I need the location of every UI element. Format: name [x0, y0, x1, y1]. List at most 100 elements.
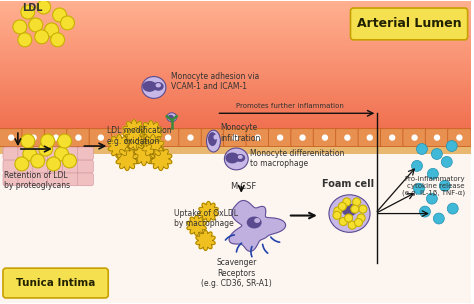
- FancyBboxPatch shape: [33, 173, 49, 186]
- Circle shape: [51, 33, 64, 47]
- Bar: [0, 108, 471, 109]
- Ellipse shape: [235, 154, 245, 162]
- Circle shape: [348, 221, 356, 229]
- Ellipse shape: [208, 132, 217, 146]
- Circle shape: [37, 0, 51, 14]
- Bar: [0, 27, 471, 28]
- Circle shape: [35, 30, 49, 44]
- FancyBboxPatch shape: [313, 129, 337, 147]
- Bar: [0, 26, 471, 27]
- Bar: [0, 18, 471, 19]
- Polygon shape: [187, 216, 206, 236]
- FancyBboxPatch shape: [224, 129, 247, 147]
- FancyBboxPatch shape: [22, 129, 46, 147]
- Bar: [0, 88, 471, 89]
- Polygon shape: [229, 201, 285, 251]
- Circle shape: [353, 198, 361, 206]
- Bar: [0, 19, 471, 20]
- Bar: [0, 10, 471, 11]
- FancyBboxPatch shape: [291, 129, 314, 147]
- Text: LDL: LDL: [22, 3, 42, 13]
- Bar: [0, 58, 471, 59]
- Circle shape: [165, 135, 171, 140]
- FancyBboxPatch shape: [403, 129, 426, 147]
- Bar: [0, 39, 471, 40]
- Ellipse shape: [142, 77, 166, 98]
- Text: Pro-inflammatory
cytokine release
(e.g. IL-1β, TNF-α): Pro-inflammatory cytokine release (e.g. …: [401, 175, 465, 196]
- Bar: [0, 128, 471, 129]
- Bar: [0, 53, 471, 54]
- Circle shape: [143, 135, 148, 140]
- Bar: [0, 126, 471, 127]
- Bar: [0, 67, 471, 69]
- Circle shape: [339, 218, 347, 226]
- Bar: [0, 102, 471, 103]
- FancyBboxPatch shape: [18, 147, 34, 160]
- Circle shape: [447, 203, 458, 214]
- Circle shape: [411, 161, 422, 171]
- Circle shape: [367, 135, 372, 140]
- FancyBboxPatch shape: [48, 173, 64, 186]
- Bar: [0, 91, 471, 92]
- Bar: [0, 32, 471, 33]
- Circle shape: [333, 211, 341, 219]
- Bar: [0, 154, 471, 303]
- Circle shape: [255, 135, 260, 140]
- Circle shape: [233, 135, 238, 140]
- Bar: [0, 99, 471, 100]
- Bar: [0, 40, 471, 41]
- Circle shape: [359, 205, 367, 213]
- Circle shape: [427, 193, 438, 204]
- Circle shape: [413, 183, 424, 194]
- Ellipse shape: [168, 115, 174, 120]
- FancyBboxPatch shape: [425, 129, 449, 147]
- Bar: [0, 97, 471, 98]
- Bar: [0, 127, 471, 128]
- Circle shape: [435, 135, 439, 140]
- Bar: [0, 62, 471, 63]
- Circle shape: [57, 134, 72, 148]
- Text: Monocyte differenitation
to macrophage: Monocyte differenitation to macrophage: [250, 149, 345, 168]
- Circle shape: [343, 198, 351, 206]
- Bar: [0, 21, 471, 22]
- Text: Scavenger
Receptors
(e.g. CD36, SR-A1): Scavenger Receptors (e.g. CD36, SR-A1): [201, 258, 272, 288]
- Ellipse shape: [225, 153, 239, 164]
- Bar: [0, 6, 471, 7]
- Polygon shape: [116, 147, 138, 171]
- Bar: [0, 77, 471, 78]
- Circle shape: [457, 135, 462, 140]
- Bar: [0, 29, 471, 30]
- Bar: [0, 80, 471, 81]
- Bar: [0, 11, 471, 12]
- Polygon shape: [140, 121, 162, 144]
- Circle shape: [46, 157, 61, 171]
- Bar: [0, 63, 471, 64]
- Ellipse shape: [213, 135, 218, 140]
- Bar: [0, 2, 471, 3]
- Bar: [0, 59, 471, 60]
- FancyBboxPatch shape: [134, 129, 157, 147]
- Circle shape: [18, 33, 32, 47]
- Bar: [0, 17, 471, 18]
- Bar: [0, 104, 471, 105]
- Bar: [0, 35, 471, 36]
- Bar: [0, 123, 471, 124]
- FancyBboxPatch shape: [48, 147, 64, 160]
- Bar: [0, 98, 471, 99]
- FancyBboxPatch shape: [77, 173, 93, 186]
- Bar: [0, 22, 471, 23]
- FancyBboxPatch shape: [48, 160, 64, 173]
- Bar: [0, 48, 471, 49]
- Bar: [0, 15, 471, 16]
- Bar: [0, 115, 471, 116]
- FancyBboxPatch shape: [350, 8, 468, 40]
- Bar: [0, 73, 471, 74]
- Bar: [0, 7, 471, 8]
- Bar: [0, 42, 471, 43]
- Circle shape: [39, 142, 53, 156]
- Circle shape: [412, 135, 417, 140]
- Bar: [0, 96, 471, 97]
- Circle shape: [390, 135, 395, 140]
- FancyBboxPatch shape: [33, 160, 49, 173]
- Bar: [0, 60, 471, 61]
